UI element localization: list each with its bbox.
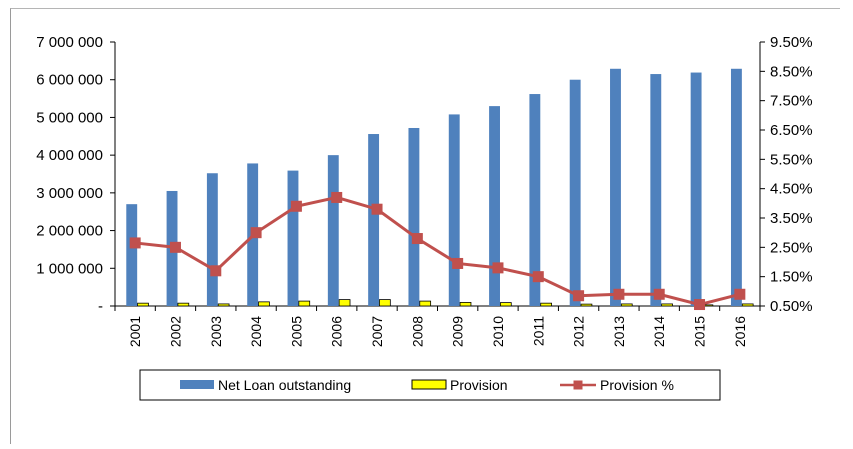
- x-tick-label-2001: 2001: [127, 316, 143, 347]
- bar-net-loan-2014: [650, 74, 662, 306]
- bar-net-loan-2006: [327, 155, 339, 306]
- x-tick-label-2013: 2013: [611, 316, 627, 347]
- bar-provision-2007: [379, 299, 391, 307]
- bar-provision-2010: [499, 302, 512, 307]
- provision-pct-marker-2014: [653, 288, 665, 300]
- bar-net-loan-2013: [610, 68, 621, 306]
- bar-net-loan-2005: [287, 170, 299, 306]
- bar-provision-2001: [137, 302, 149, 307]
- bar-provision-2011: [540, 302, 552, 307]
- bar-net-loan-2007: [368, 134, 380, 306]
- y-right-tick-label: 1.50%: [770, 269, 813, 286]
- provision-pct-marker-2011: [532, 271, 544, 283]
- y-left-tick-label: 5 000 000: [36, 109, 103, 126]
- y-right-tick-label: 6.50%: [770, 122, 813, 139]
- bars: [126, 68, 754, 307]
- x-tick-label-2010: 2010: [490, 316, 506, 347]
- x-tick-label-2005: 2005: [288, 316, 304, 347]
- provision-pct-marker-2009: [452, 257, 464, 269]
- provision-pct-marker-2004: [250, 227, 262, 239]
- bar-provision-2008: [419, 300, 432, 307]
- provision-pct-marker-2016: [734, 288, 746, 300]
- y-right-tick-label: 7.50%: [770, 93, 813, 110]
- x-tick-label-2012: 2012: [571, 316, 587, 347]
- legend-marker-provision-pct: [573, 380, 583, 390]
- bar-net-loan-2010: [489, 106, 500, 306]
- provision-pct-marker-2012: [573, 290, 585, 302]
- provision-pct-marker-2003: [210, 265, 222, 277]
- y-left-tick-label: 1 000 000: [36, 260, 103, 277]
- bar-provision-2009: [459, 302, 472, 307]
- x-tick-label-2011: 2011: [530, 316, 546, 346]
- provision-pct-polyline: [134, 195, 741, 307]
- bar-provision-2003: [217, 303, 230, 307]
- bar-provision-2013: [620, 303, 633, 307]
- bar-net-loan-2011: [529, 94, 541, 306]
- x-tick-label-2015: 2015: [692, 316, 708, 347]
- provision-pct-marker-2001: [129, 237, 141, 249]
- bar-provision-2012: [580, 303, 593, 307]
- legend: Net Loan outstanding Provision Provision…: [139, 369, 721, 401]
- bar-provision-2004: [258, 301, 270, 307]
- bar-net-loan-2016: [730, 68, 742, 306]
- bar-net-loan-2001: [126, 204, 138, 306]
- y-left-tick-label: 6 000 000: [36, 72, 103, 89]
- axes: - 1 000 000 2 000 000 3 000 000 4 000 000 5 0…: [36, 34, 812, 315]
- legend-swatch-provision: [411, 379, 447, 390]
- bar-provision-2014: [661, 303, 673, 307]
- y-right-tick-label: 3.50%: [770, 210, 813, 227]
- x-tick-label-2007: 2007: [369, 316, 385, 347]
- x-tick-label-2004: 2004: [248, 316, 264, 347]
- x-tick-label-2008: 2008: [409, 316, 425, 347]
- provision-pct-marker-2007: [371, 203, 383, 215]
- y-right-tick-label: 4.50%: [770, 181, 813, 198]
- legend-label-provision-pct: Provision %: [600, 377, 674, 393]
- bar-net-loan-2009: [448, 114, 460, 306]
- provision-pct-marker-2002: [169, 241, 181, 253]
- provision-pct-line: [129, 191, 746, 311]
- bar-net-loan-2012: [569, 79, 581, 306]
- x-tick-label-2006: 2006: [329, 316, 345, 347]
- chart-frame: [10, 8, 840, 444]
- provision-pct-marker-2005: [290, 200, 302, 212]
- x-tick-label-2002: 2002: [167, 316, 183, 347]
- provision-pct-marker-2015: [694, 299, 706, 311]
- provision-pct-marker-2006: [331, 191, 343, 203]
- legend-label-provision: Provision: [450, 377, 508, 393]
- provision-pct-marker-2013: [613, 288, 625, 300]
- y-left-tick-label: 3 000 000: [36, 185, 103, 202]
- y-left-tick-label: 2 000 000: [36, 223, 103, 240]
- bar-provision-2005: [298, 300, 311, 307]
- legend-swatch-net-loan: [180, 380, 214, 389]
- bar-net-loan-2008: [408, 127, 420, 306]
- x-tick-label-2009: 2009: [450, 316, 466, 347]
- bar-net-loan-2015: [690, 72, 702, 306]
- y-right-tick-label: 5.50%: [770, 151, 813, 168]
- provision-pct-marker-2008: [411, 233, 423, 245]
- x-tick-labels: 2001 2002 2003 2004 2005 2006 2007 2008 2009 2010…: [127, 316, 748, 347]
- y-right-tick-label: 0.50%: [770, 298, 813, 315]
- bar-net-loan-2003: [206, 173, 218, 306]
- bar-provision-2016: [741, 303, 754, 307]
- x-tick-label-2003: 2003: [208, 316, 224, 347]
- x-tick-label-2016: 2016: [732, 316, 748, 347]
- y-right-tick-label: 2.50%: [770, 239, 813, 256]
- y-right-tick-label: 8.50%: [770, 63, 813, 80]
- y-left-tick-label: 4 000 000: [36, 147, 103, 164]
- y-left-tick-label: 7 000 000: [36, 34, 103, 51]
- legend-label-net-loan: Net Loan outstanding: [218, 377, 351, 393]
- y-left-tick-label: -: [98, 298, 103, 315]
- bar-provision-2006: [338, 299, 351, 307]
- provision-pct-marker-2010: [492, 262, 504, 274]
- bar-provision-2002: [177, 302, 190, 307]
- y-right-tick-label: 9.50%: [770, 34, 813, 51]
- x-tick-label-2014: 2014: [651, 316, 667, 347]
